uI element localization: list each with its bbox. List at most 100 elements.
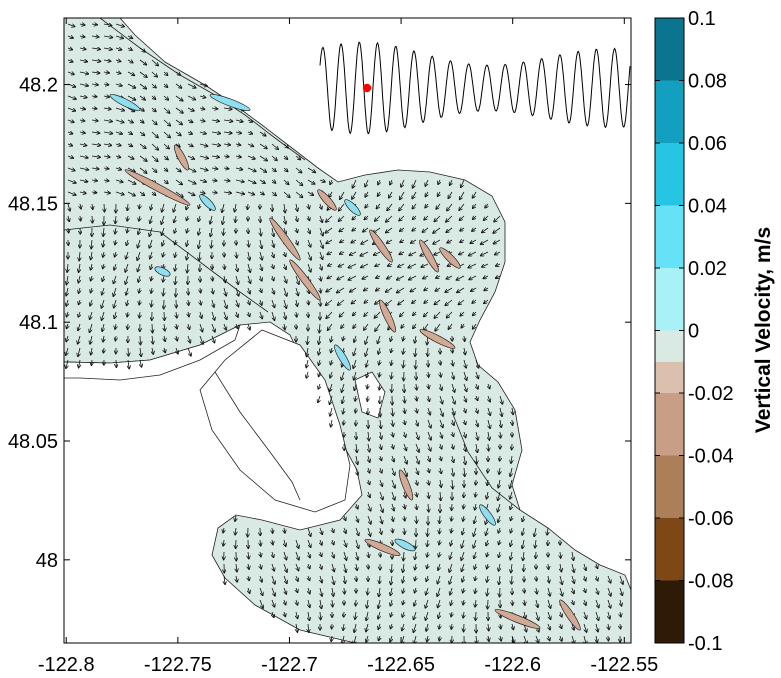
velocity-vector [235,192,245,194]
velocity-vector [327,276,333,279]
velocity-vector [434,311,441,318]
velocity-vector [78,311,80,317]
velocity-vector [162,239,164,246]
velocity-vector [428,455,430,462]
velocity-vector [115,156,121,158]
velocity-vector [390,587,392,596]
velocity-vector [348,275,357,280]
velocity-vector [560,611,562,617]
velocity-vector [499,563,501,571]
velocity-vector [295,155,301,160]
velocity-vector [449,575,453,584]
velocity-vector [151,71,158,77]
velocity-vector [330,179,332,185]
velocity-vector [472,323,477,329]
velocity-vector [271,587,275,596]
velocity-vector [440,455,442,461]
velocity-vector [68,203,70,211]
velocity-vector [450,587,452,595]
velocity-vector [248,251,250,260]
velocity-vector [342,395,344,404]
velocity-vector [66,299,68,306]
velocity-vector [596,635,597,643]
velocity-vector [102,287,104,295]
velocity-vector [355,527,359,536]
velocity-vector [331,335,332,342]
velocity-vector [175,167,181,172]
velocity-vector [320,299,321,306]
y-tick-label: 48.1 [19,312,58,334]
velocity-vector [187,347,191,356]
velocity-vector [114,299,116,308]
velocity-vector [259,131,266,136]
velocity-vector [308,587,310,594]
velocity-vector [272,539,273,545]
velocity-vector [79,72,89,74]
velocity-vector [390,623,392,629]
velocity-vector [67,95,76,99]
velocity-vector [464,335,465,342]
velocity-vector [377,335,380,344]
velocity-vector [415,455,419,464]
velocity-vector [127,167,135,172]
velocity-vector [272,563,274,571]
velocity-vector [67,36,74,38]
velocity-vector [451,599,453,606]
velocity-vector [199,132,206,134]
velocity-vector [272,527,273,533]
velocity-vector [387,203,393,211]
velocity-vector [295,167,302,173]
velocity-vector [423,276,429,279]
velocity-vector [351,299,357,304]
velocity-vector [271,180,276,183]
velocity-vector [404,515,405,521]
velocity-vector [403,455,407,464]
velocity-vector [103,144,112,146]
velocity-vector [451,527,452,533]
velocity-vector [326,287,333,292]
velocity-vector [354,635,356,643]
velocity-vector [355,539,359,549]
velocity-vector [499,467,500,475]
velocity-vector [607,599,611,608]
velocity-vector [439,551,441,557]
velocity-vector [338,264,345,267]
velocity-vector [248,575,249,581]
velocity-vector [332,563,334,572]
velocity-vector [380,443,382,450]
velocity-vector [163,72,168,76]
velocity-vector [260,299,262,305]
velocity-vector [365,179,369,187]
velocity-vector [151,299,152,307]
velocity-vector [348,263,357,268]
velocity-vector [272,287,274,294]
upwelling-patch [334,344,351,371]
velocity-vector [583,623,587,632]
velocity-vector [510,503,512,510]
velocity-vector [535,611,539,621]
velocity-vector [271,299,275,308]
velocity-vector [392,539,393,546]
velocity-vector [366,623,368,632]
velocity-vector [175,191,183,197]
velocity-vector [89,323,93,333]
velocity-vector [510,527,512,533]
velocity-vector [498,515,500,523]
velocity-vector [260,311,262,319]
velocity-vector [434,215,441,222]
velocity-vector [404,527,405,534]
velocity-vector [247,192,255,195]
velocity-vector [320,563,322,569]
velocity-vector [139,215,140,221]
velocity-vector [427,527,428,536]
velocity-anomaly-patches [109,93,581,631]
velocity-vector [452,431,454,437]
velocity-vector [416,503,417,510]
velocity-vector [247,132,253,134]
velocity-vector [307,539,311,548]
velocity-vector [500,431,501,438]
velocity-vector [187,144,193,147]
velocity-vector [139,83,147,89]
velocity-vector [361,263,369,268]
velocity-vector [235,144,241,145]
